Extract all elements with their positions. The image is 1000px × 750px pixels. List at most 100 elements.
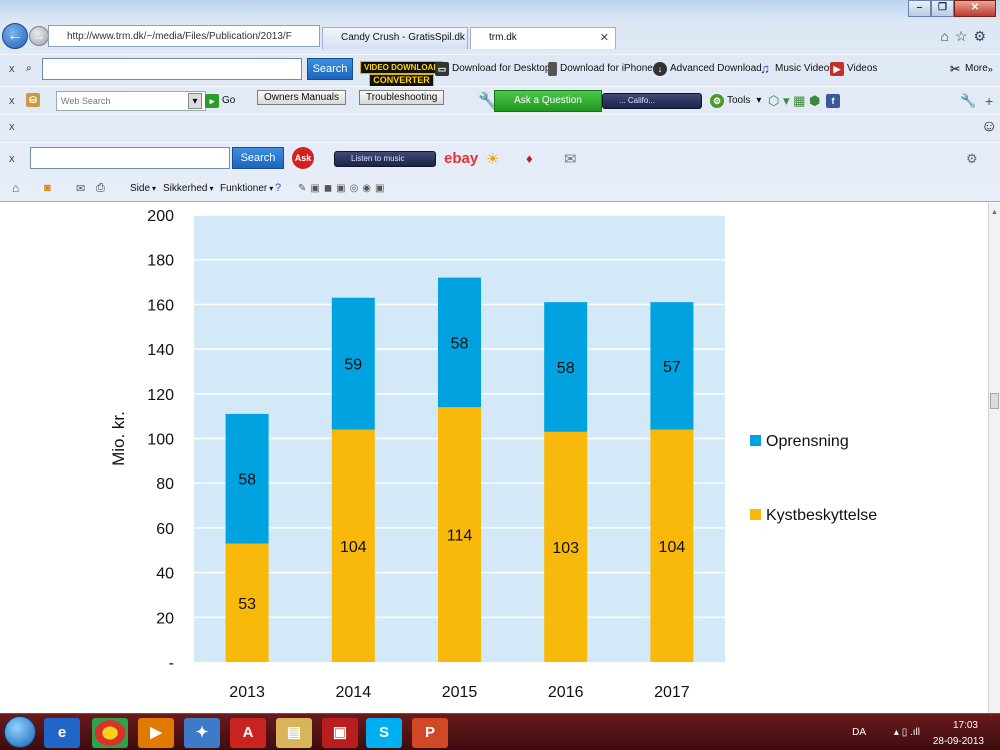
y-tick-label: 200: [147, 208, 174, 225]
toolbar-misc-icons[interactable]: ⬡ ▾ ▦ ⬢: [768, 92, 821, 108]
y-axis-label: Mio. kr.: [109, 411, 128, 466]
web-search-input[interactable]: Web Search: [56, 91, 206, 111]
tools-label: Tools: [727, 95, 751, 106]
internet-explorer-icon[interactable]: e: [44, 718, 80, 748]
close-window-button[interactable]: ✕: [954, 0, 996, 17]
gear-icon[interactable]: ⚙: [966, 150, 978, 166]
forward-button[interactable]: →: [29, 26, 49, 46]
toolbar-search-button[interactable]: Search: [307, 58, 353, 80]
chrome-icon[interactable]: [92, 718, 128, 748]
ebay-link[interactable]: ebay: [444, 150, 479, 167]
ask-search-button[interactable]: Search: [232, 147, 284, 169]
ask-question-button[interactable]: Ask a Question: [494, 90, 602, 112]
toolbar-logo-icon[interactable]: ⛁: [26, 93, 40, 107]
folder-icon[interactable]: ▤: [276, 718, 312, 748]
tab-label: Candy Crush - GratisSpil.dk: [341, 32, 465, 43]
tools-menu[interactable]: ⚙ Tools ▾: [710, 93, 761, 108]
troubleshooting-button[interactable]: Troubleshooting: [359, 90, 445, 105]
tab-candy-crush[interactable]: Candy Crush - GratisSpil.dk: [322, 27, 468, 49]
help-icon[interactable]: ?: [275, 182, 282, 194]
download-iphone-link[interactable]: Download for iPhone: [548, 61, 653, 76]
home-icon[interactable]: ⌂: [12, 181, 20, 195]
security-menu[interactable]: Sikkerhed ▾: [163, 183, 213, 194]
data-label: 53: [238, 596, 256, 613]
close-toolbar-icon[interactable]: x: [9, 120, 15, 133]
stacked-bar-chart: 53 58 104 59 114 58 103 58 104 57 - 20 40 60 80 100 120…: [109, 208, 877, 701]
bar-kystbeskyttelse-2015: [438, 407, 481, 662]
chevron-down-icon[interactable]: ▾: [188, 93, 202, 109]
add-icon[interactable]: +: [985, 92, 994, 109]
legend-swatch-kystbeskyttelse: [750, 509, 761, 520]
addon-icons[interactable]: ✎▣◼▣◎◉▣: [298, 182, 389, 194]
mail-icon[interactable]: ✉: [76, 182, 86, 195]
monitor-icon: ▭: [435, 61, 449, 76]
smiley-icon[interactable]: ☺: [981, 117, 998, 135]
owners-manuals-button[interactable]: Owners Manuals: [257, 90, 347, 105]
ask-logo-icon[interactable]: Ask: [292, 147, 314, 169]
tray-icons[interactable]: ▴ ▯ .ıll: [893, 727, 920, 738]
weather-icon[interactable]: ☀: [486, 150, 500, 168]
language-indicator[interactable]: DA: [852, 727, 866, 738]
radio-player[interactable]: ... Califo...: [602, 93, 702, 109]
powerpoint-icon[interactable]: P: [412, 718, 448, 748]
music-videos-label: Music Videos: [775, 63, 835, 74]
x-tick-label: 2013: [229, 684, 265, 701]
skype-icon[interactable]: S: [366, 718, 402, 748]
go-button[interactable]: ▸ Go: [205, 93, 235, 108]
tab-trm[interactable]: trm.dk ✕: [470, 27, 616, 49]
bar-kystbeskyttelse-2017: [650, 429, 694, 662]
go-arrow-icon: ▸: [205, 93, 219, 108]
chevron-down-icon: ▾: [209, 183, 214, 193]
bar-oprensning-2013: [225, 413, 269, 544]
download-desktop-link[interactable]: ▭ Download for Desktop: [435, 61, 550, 76]
legend-label-kystbeskyttelse: Kystbeskyttelse: [766, 507, 877, 524]
toolbar-search-input[interactable]: [42, 58, 302, 80]
advanced-download-link[interactable]: ↓ Advanced Download: [653, 61, 762, 76]
bar-kystbeskyttelse-2014: [331, 429, 375, 662]
ask-search-input[interactable]: [30, 147, 230, 169]
functions-menu[interactable]: Funktioner ▾: [220, 183, 273, 194]
close-toolbar-icon[interactable]: x: [9, 62, 15, 75]
phone-icon: [548, 61, 557, 76]
vertical-scrollbar[interactable]: ▲: [988, 203, 1000, 713]
music-videos-link[interactable]: ♫ Music Videos: [758, 61, 835, 76]
close-toolbar-icon[interactable]: x: [9, 94, 15, 107]
app-red-icon[interactable]: ▣: [322, 718, 358, 748]
data-label: 58: [238, 472, 256, 489]
mail-icon[interactable]: ✉: [564, 150, 577, 168]
side-menu[interactable]: Side ▾: [130, 183, 156, 194]
listen-music-player[interactable]: Listen to music: [334, 151, 436, 167]
videos-link[interactable]: ▶ Videos: [830, 61, 877, 76]
adobe-reader-icon[interactable]: A: [230, 718, 266, 748]
facebook-icon[interactable]: f: [826, 93, 843, 108]
bar-oprensning-2017: [650, 302, 694, 430]
video-converter-logo[interactable]: VIDEO DOWNLOAD CONVERTER: [360, 61, 444, 87]
video-converter-top: VIDEO DOWNLOAD: [360, 61, 444, 74]
x-tick-label: 2014: [336, 684, 372, 701]
more-link[interactable]: ✂ More»: [948, 62, 993, 76]
games-icon[interactable]: ♦: [526, 151, 533, 166]
clock-date: 28-09-2013: [932, 736, 984, 747]
minimize-button[interactable]: –: [908, 0, 931, 17]
download-arrow-icon: ↓: [653, 61, 667, 76]
close-tab-icon[interactable]: ✕: [599, 32, 609, 44]
back-button[interactable]: ←: [2, 23, 28, 49]
rss-icon[interactable]: ◙: [44, 182, 51, 194]
start-button[interactable]: [4, 716, 36, 748]
scroll-up-icon[interactable]: ▲: [991, 209, 998, 216]
wrench-icon[interactable]: 🔧: [478, 92, 498, 110]
home-favorites-settings-icons[interactable]: ⌂☆⚙: [940, 28, 992, 44]
data-label: 104: [659, 539, 686, 556]
print-icon[interactable]: ⎙: [96, 181, 105, 194]
settings-wrench-icon[interactable]: 🔧: [960, 92, 977, 108]
restore-button[interactable]: ❐: [931, 0, 954, 17]
data-label: 58: [451, 335, 469, 352]
address-bar[interactable]: http://www.trm.dk/~/media/Files/Publicat…: [48, 25, 320, 47]
y-tick-label: 180: [147, 253, 174, 270]
media-player-icon[interactable]: ▶: [138, 718, 174, 748]
bar-oprensning-2014: [331, 297, 375, 430]
bar-oprensning-2015: [438, 277, 481, 408]
app-icon[interactable]: ✦: [184, 718, 220, 748]
scroll-thumb[interactable]: [990, 393, 999, 409]
close-toolbar-icon[interactable]: x: [9, 152, 15, 165]
